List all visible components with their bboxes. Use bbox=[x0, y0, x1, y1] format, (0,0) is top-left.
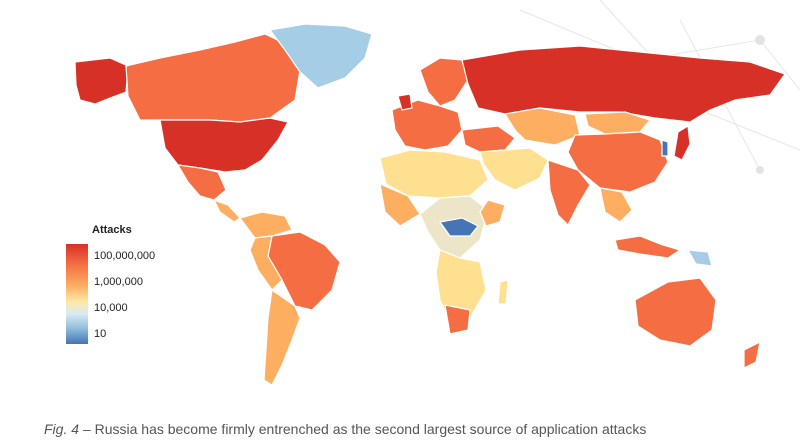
map-legend: Attacks 100,000,000 1,000,000 10,000 10 bbox=[66, 224, 196, 344]
legend-label-high: 1,000,000 bbox=[94, 276, 143, 288]
region-russia bbox=[461, 45, 786, 123]
caption-text: Russia has become firmly entrenched as t… bbox=[94, 421, 647, 437]
region-new-zealand bbox=[743, 341, 761, 369]
region-argentina-chile bbox=[263, 289, 301, 386]
region-arabia-iran bbox=[479, 147, 549, 191]
legend-title: Attacks bbox=[92, 224, 132, 236]
region-scandinavia bbox=[419, 57, 469, 107]
region-southeast-asia bbox=[599, 187, 633, 223]
region-papua bbox=[687, 249, 713, 267]
region-japan bbox=[673, 125, 691, 161]
caption-separator: – bbox=[82, 421, 91, 437]
region-peru-bolivia bbox=[249, 235, 283, 291]
region-indonesia bbox=[614, 235, 681, 259]
region-australia bbox=[634, 277, 717, 347]
region-mexico bbox=[177, 164, 227, 201]
region-usa bbox=[159, 117, 289, 173]
region-madagascar bbox=[497, 279, 509, 305]
region-alaska bbox=[74, 57, 129, 105]
figure-caption: Fig. 4 – Russia has become firmly entren… bbox=[44, 421, 646, 437]
region-greenland bbox=[269, 23, 373, 89]
region-korea bbox=[661, 139, 669, 157]
region-central-asia bbox=[504, 107, 581, 146]
region-turkey-middle-east bbox=[461, 125, 516, 153]
region-horn-africa bbox=[479, 199, 506, 227]
region-north-africa bbox=[379, 149, 489, 199]
caption-figure-number: Fig. 4 bbox=[44, 421, 80, 437]
region-central-america bbox=[213, 199, 241, 223]
region-west-africa bbox=[379, 183, 421, 227]
region-canada bbox=[125, 33, 301, 123]
world-map bbox=[74, 0, 800, 386]
legend-color-scale bbox=[66, 244, 88, 344]
region-uk bbox=[397, 93, 413, 111]
region-western-europe bbox=[391, 99, 463, 151]
legend-label-max: 100,000,000 bbox=[94, 250, 156, 262]
legend-label-min: 10 bbox=[94, 328, 107, 340]
region-china bbox=[567, 131, 669, 193]
legend-label-low: 10,000 bbox=[94, 302, 128, 314]
region-south-africa bbox=[444, 304, 471, 335]
region-east-africa bbox=[439, 217, 479, 237]
region-india bbox=[547, 159, 591, 226]
